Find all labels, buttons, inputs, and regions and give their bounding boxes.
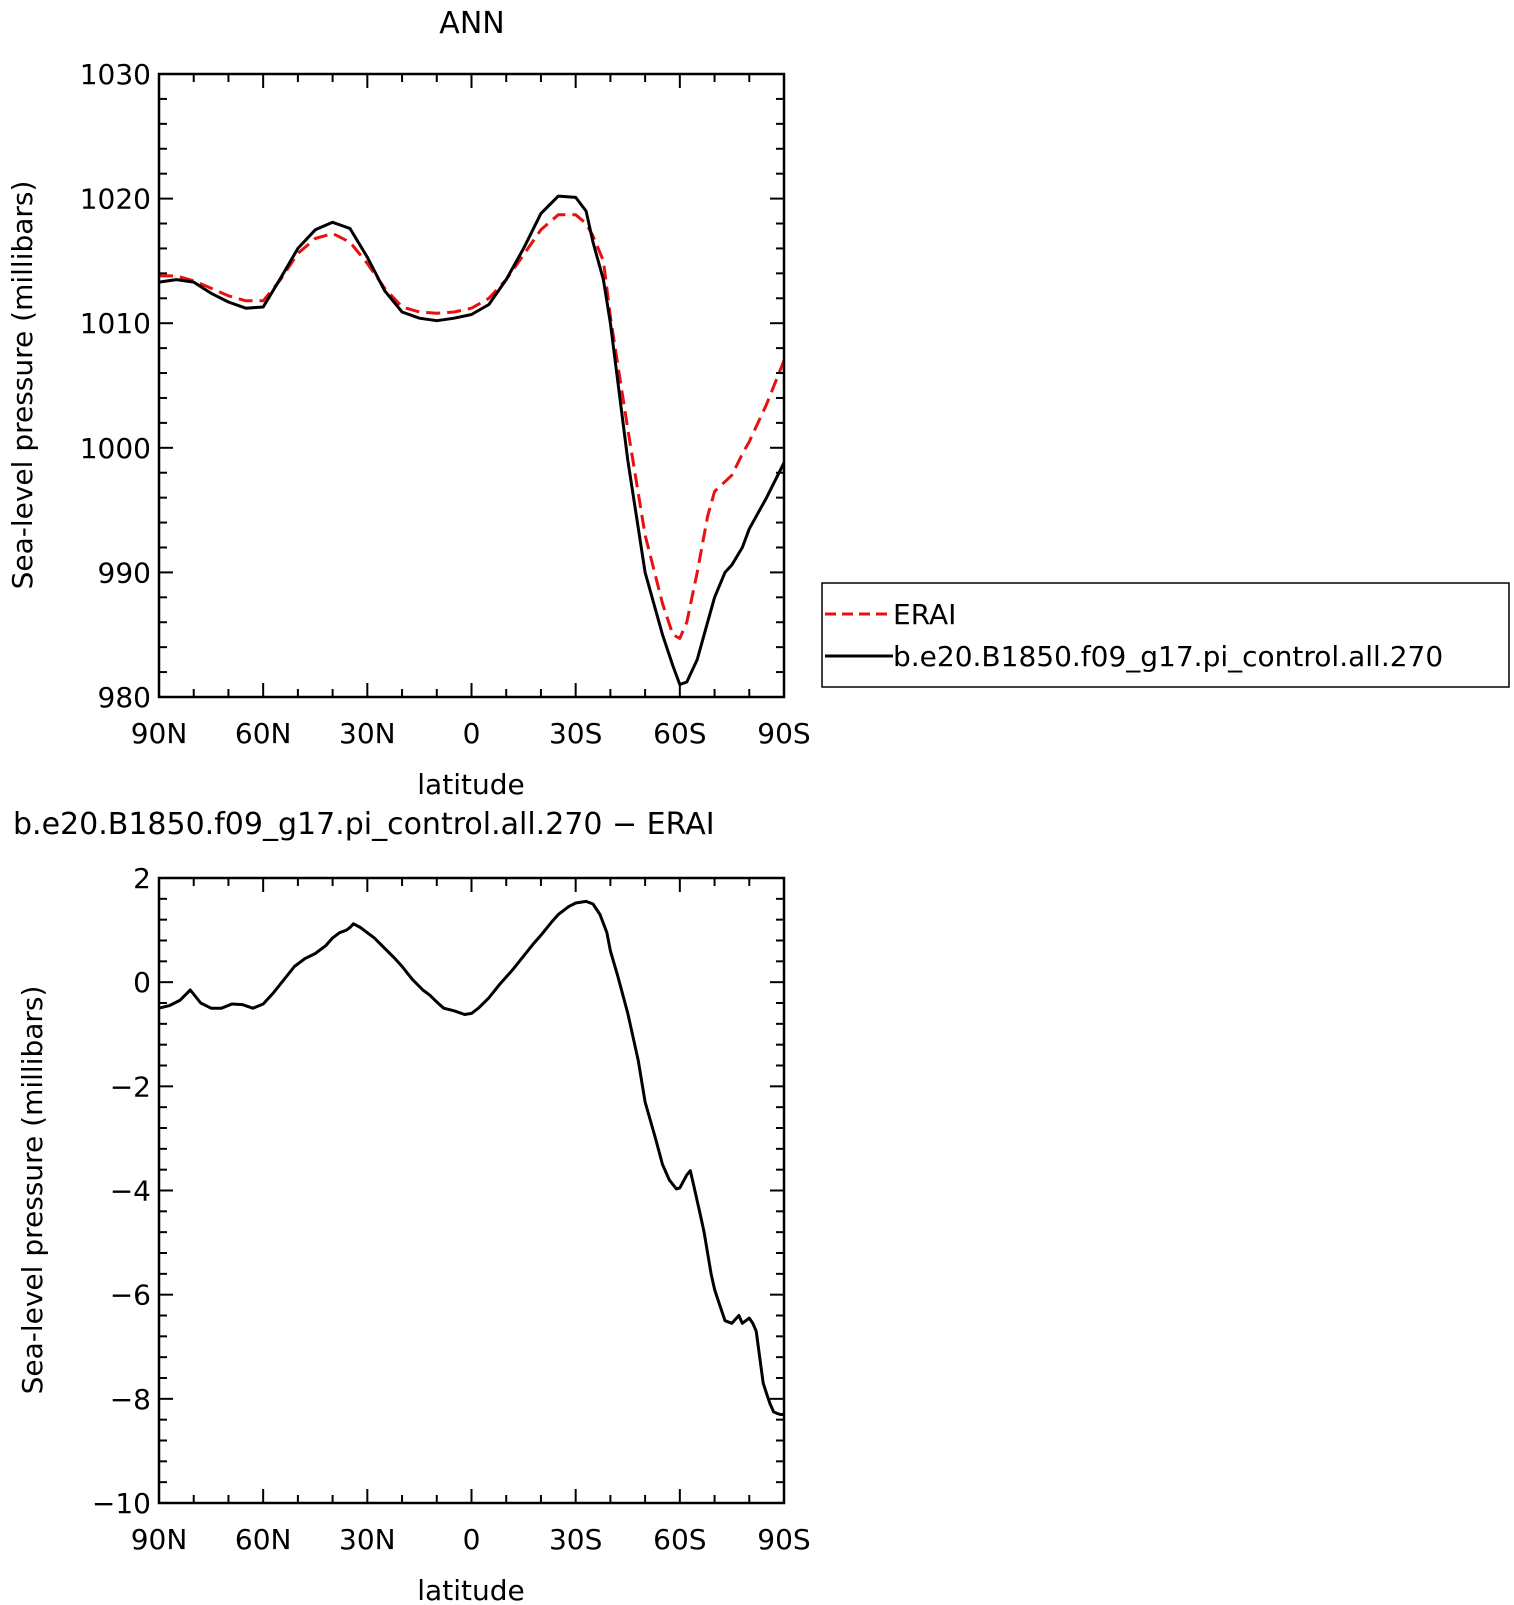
bottom-y-tick-label: −2 — [110, 1070, 151, 1103]
legend-box — [821, 582, 1510, 688]
bottom-chart-title: b.e20.B1850.f09_g17.pi_control.all.270 −… — [13, 807, 715, 842]
top-series-line-erai — [159, 213, 786, 640]
bottom-y-tick-label: −4 — [110, 1175, 151, 1208]
top-y-tick-label: 990 — [98, 556, 151, 589]
legend: ERAI b.e20.B1850.f09_g17.pi_control.all.… — [821, 582, 1510, 688]
top-ticks-group: 90N 60N 30N 0 30S 60S 90S 980 990 1000 1010 1020 103… — [80, 58, 811, 750]
top-x-tick-label: 30N — [339, 717, 396, 750]
top-chart-title: ANN — [439, 6, 504, 41]
bottom-x-tick-label: 30S — [549, 1523, 602, 1556]
bottom-series-group — [158, 899, 784, 1416]
bottom-x-tick-label: 90S — [757, 1523, 810, 1556]
top-y-axis-label: Sea-level pressure (millibars) — [6, 181, 39, 590]
bottom-x-tick-label: 60S — [653, 1523, 706, 1556]
legend-label-erai: ERAI — [893, 598, 956, 631]
bottom-x-tick-label: 90N — [131, 1523, 188, 1556]
top-x-tick-label: 90N — [131, 717, 188, 750]
bottom-panel: b.e20.B1850.f09_g17.pi_control.all.270 −… — [13, 807, 811, 1605]
top-panel: ANN 90N 60N 30N 0 30S 60S 90S 980 990 1000 1010 102… — [6, 6, 811, 801]
top-y-tick-label: 980 — [98, 681, 151, 714]
legend-label-model: b.e20.B1850.f09_g17.pi_control.all.270 — [893, 640, 1443, 673]
bottom-y-tick-label: 2 — [133, 862, 151, 895]
top-y-tick-label: 1010 — [80, 307, 151, 340]
top-y-tick-label: 1000 — [80, 432, 151, 465]
bottom-x-tick-label: 0 — [463, 1523, 481, 1556]
top-y-tick-label: 1030 — [80, 58, 151, 91]
bottom-x-tick-label: 60N — [235, 1523, 292, 1556]
top-x-tick-label: 0 — [463, 717, 481, 750]
top-x-axis-label: latitude — [417, 768, 524, 801]
top-x-tick-label: 60N — [235, 717, 292, 750]
bottom-x-axis-label: latitude — [417, 1574, 524, 1605]
bottom-series-line-0 — [158, 899, 784, 1416]
bottom-y-axis-label: Sea-level pressure (millibars) — [16, 986, 49, 1395]
bottom-y-tick-label: −6 — [110, 1279, 151, 1312]
bottom-ticks-group: 90N 60N 30N 0 30S 60S 90S −10 −8 −6 −4 −2 0 2 — [92, 862, 811, 1556]
top-y-tick-label: 1020 — [80, 183, 151, 216]
bottom-y-tick-label: −10 — [92, 1487, 151, 1520]
top-x-tick-label: 30S — [549, 717, 602, 750]
bottom-plot-frame — [157, 876, 786, 1505]
top-x-tick-label: 90S — [757, 717, 810, 750]
bottom-x-tick-label: 30N — [339, 1523, 396, 1556]
top-x-tick-label: 60S — [653, 717, 706, 750]
top-series-line-b-e20-b1850-f09-g17-pi-control-all-270 — [158, 194, 786, 686]
top-series-group — [158, 194, 786, 686]
bottom-y-tick-label: −8 — [110, 1383, 151, 1416]
bottom-y-tick-label: 0 — [133, 966, 151, 999]
